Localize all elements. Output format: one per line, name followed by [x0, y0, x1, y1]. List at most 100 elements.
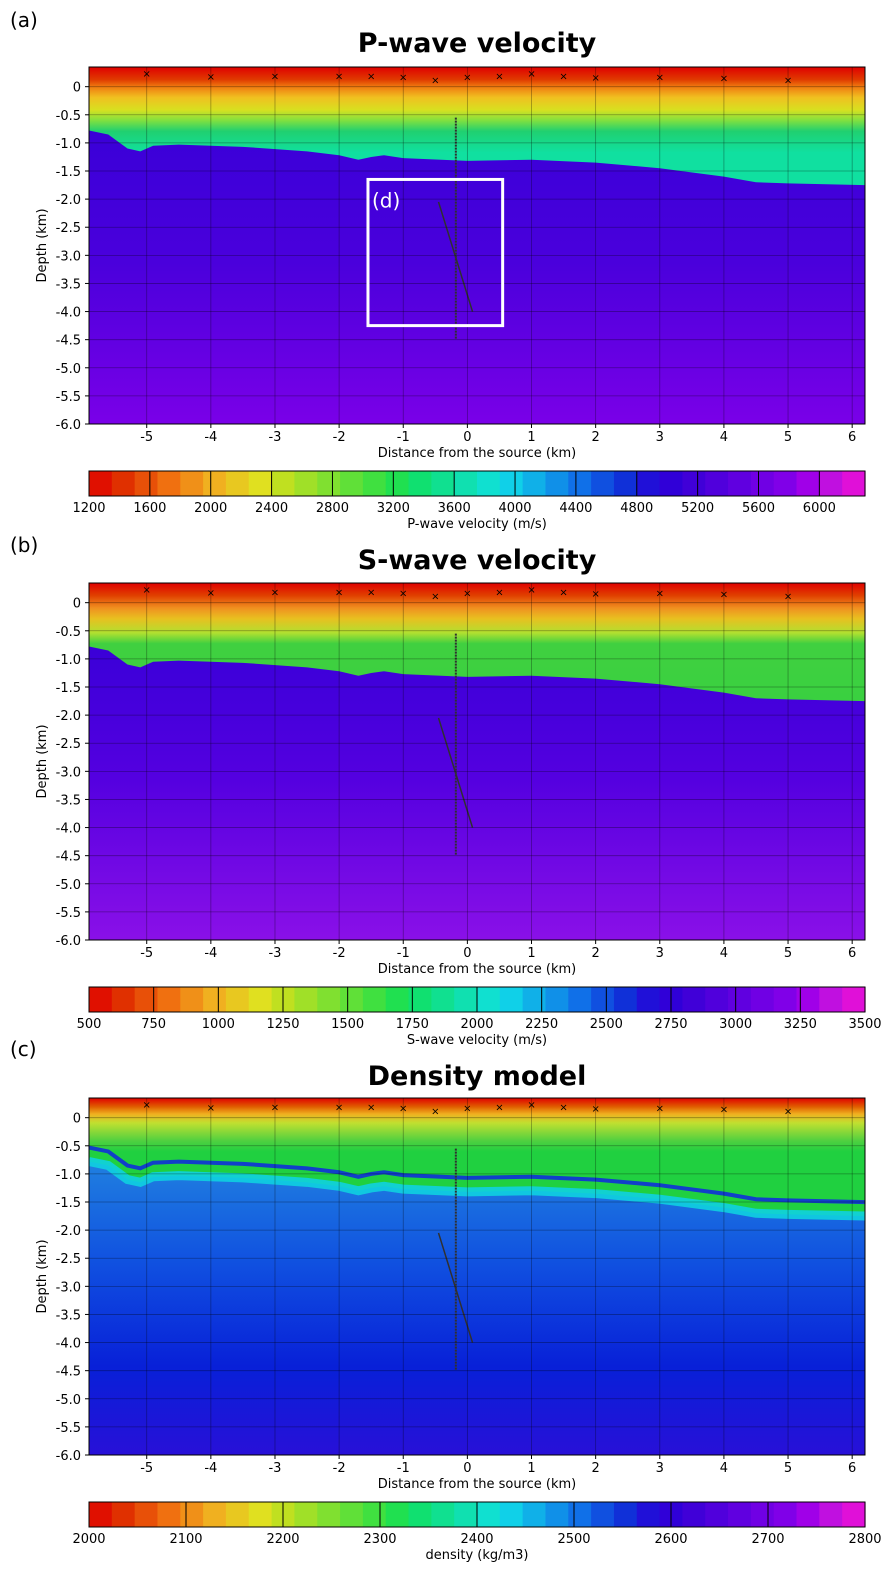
colorbar-segment	[636, 1502, 661, 1527]
station-marker: ×	[431, 75, 439, 86]
y-tick-label: -3.0	[56, 249, 81, 264]
y-tick-label: 0	[73, 597, 81, 612]
station-marker: ×	[656, 73, 664, 84]
colorbar-tick-label: 1200	[72, 501, 105, 516]
colorbar-segment	[819, 987, 843, 1012]
y-axis-label: Depth (km)	[35, 208, 50, 282]
colorbar-segment	[203, 471, 227, 496]
colorbar-tick-label: 1000	[202, 1017, 235, 1032]
colorbar-segment	[431, 987, 455, 1012]
station-marker: ×	[463, 73, 471, 84]
station-marker: ×	[207, 588, 215, 599]
y-tick-label: -0.5	[56, 109, 81, 124]
deep-layer	[89, 1161, 865, 1455]
colorbar-segment	[636, 471, 661, 496]
colorbar-segment	[180, 471, 204, 496]
station-marker: ×	[271, 587, 279, 598]
station-marker: ×	[207, 1103, 215, 1114]
station-marker: ×	[463, 1104, 471, 1115]
x-tick-label: 6	[848, 430, 856, 445]
x-axis-label: Distance from the source (km)	[378, 962, 576, 977]
x-tick-label: 6	[848, 946, 856, 961]
colorbar-tick-label: 2200	[266, 1532, 299, 1547]
colorbar-tick-label: 1500	[331, 1017, 364, 1032]
colorbar-tick-label: 1250	[266, 1017, 299, 1032]
y-tick-label: -3.5	[56, 793, 81, 808]
colorbar-segment	[773, 1502, 798, 1527]
colorbar-segment	[225, 471, 250, 496]
panel-title: P-wave velocity	[358, 28, 597, 59]
colorbar-tick-label: 5200	[681, 501, 714, 516]
colorbar-tick-label: 500	[77, 1017, 102, 1032]
colorbar-segment	[408, 1502, 432, 1527]
x-tick-label: -1	[397, 946, 410, 961]
station-marker: ×	[431, 1106, 439, 1117]
x-tick-label: 2	[592, 430, 600, 445]
colorbar-segment	[89, 471, 113, 496]
y-tick-label: -4.0	[56, 1337, 81, 1352]
heatmap-plot: × × × × × × × × × × × × × × ×	[89, 583, 865, 940]
panel-title: Density model	[368, 1061, 587, 1092]
station-marker: ×	[335, 587, 343, 598]
y-tick-label: -2.0	[56, 1224, 81, 1239]
station-marker: ×	[527, 585, 535, 596]
x-tick-label: 5	[784, 1461, 792, 1476]
colorbar-segment	[477, 471, 501, 496]
colorbar-segment	[591, 987, 615, 1012]
colorbar-segment	[591, 471, 615, 496]
y-tick-label: -5.5	[56, 1421, 81, 1436]
colorbar-segment	[408, 471, 432, 496]
colorbar-segment	[294, 471, 318, 496]
colorbar-tick-label: 1750	[396, 1017, 429, 1032]
colorbar-segment	[157, 987, 181, 1012]
colorbar-tick-label: 2600	[654, 1532, 687, 1547]
colorbar-segment	[796, 1502, 820, 1527]
y-tick-label: -4.0	[56, 306, 81, 321]
colorbar-tick-label: 2500	[590, 1017, 623, 1032]
y-tick-label: -1.5	[56, 165, 81, 180]
borehole-deviated	[437, 717, 474, 828]
y-tick-label: -6.0	[56, 1449, 81, 1464]
colorbar-tick-label: 2750	[654, 1017, 687, 1032]
y-tick-label: -2.5	[56, 221, 81, 236]
colorbar-segment	[454, 471, 478, 496]
colorbar-segment	[728, 471, 752, 496]
colorbar-segment	[796, 987, 820, 1012]
station-marker: ×	[143, 585, 151, 596]
colorbar-segment	[522, 987, 547, 1012]
station-marker: ×	[463, 589, 471, 600]
colorbar-segment	[613, 1502, 638, 1527]
station-marker: ×	[720, 590, 728, 601]
colorbar-segment	[362, 471, 387, 496]
x-tick-label: -2	[333, 430, 346, 445]
station-marker: ×	[143, 1100, 151, 1111]
x-tick-label: -4	[204, 430, 217, 445]
colorbar-segment	[134, 1502, 159, 1527]
x-tick-label: 0	[463, 430, 471, 445]
x-tick-label: -2	[333, 1461, 346, 1476]
colorbar-segment	[636, 987, 661, 1012]
y-axis-label: Depth (km)	[35, 1239, 50, 1313]
x-tick-label: -3	[268, 946, 281, 961]
y-tick-label: -5.5	[56, 906, 81, 921]
x-tick-label: 5	[784, 430, 792, 445]
colorbar-segment	[225, 1502, 250, 1527]
x-tick-label: 4	[720, 430, 728, 445]
panel-title: S-wave velocity	[358, 545, 597, 576]
colorbar-segment	[180, 987, 204, 1012]
y-axis-label: Depth (km)	[35, 724, 50, 798]
panel-letter: (b)	[10, 533, 38, 557]
station-marker: ×	[784, 75, 792, 86]
station-marker: ×	[784, 591, 792, 602]
colorbar-segment	[385, 987, 410, 1012]
x-tick-label: 6	[848, 1461, 856, 1476]
colorbar-frame	[88, 470, 866, 497]
y-tick-label: -3.0	[56, 765, 81, 780]
station-marker: ×	[559, 1102, 567, 1113]
y-tick-label: -3.5	[56, 277, 81, 292]
heatmap-plot: × × × × × × × × × × × × × × ×	[89, 1098, 865, 1455]
colorbar-segment	[317, 1502, 341, 1527]
deep-layer	[89, 646, 865, 940]
